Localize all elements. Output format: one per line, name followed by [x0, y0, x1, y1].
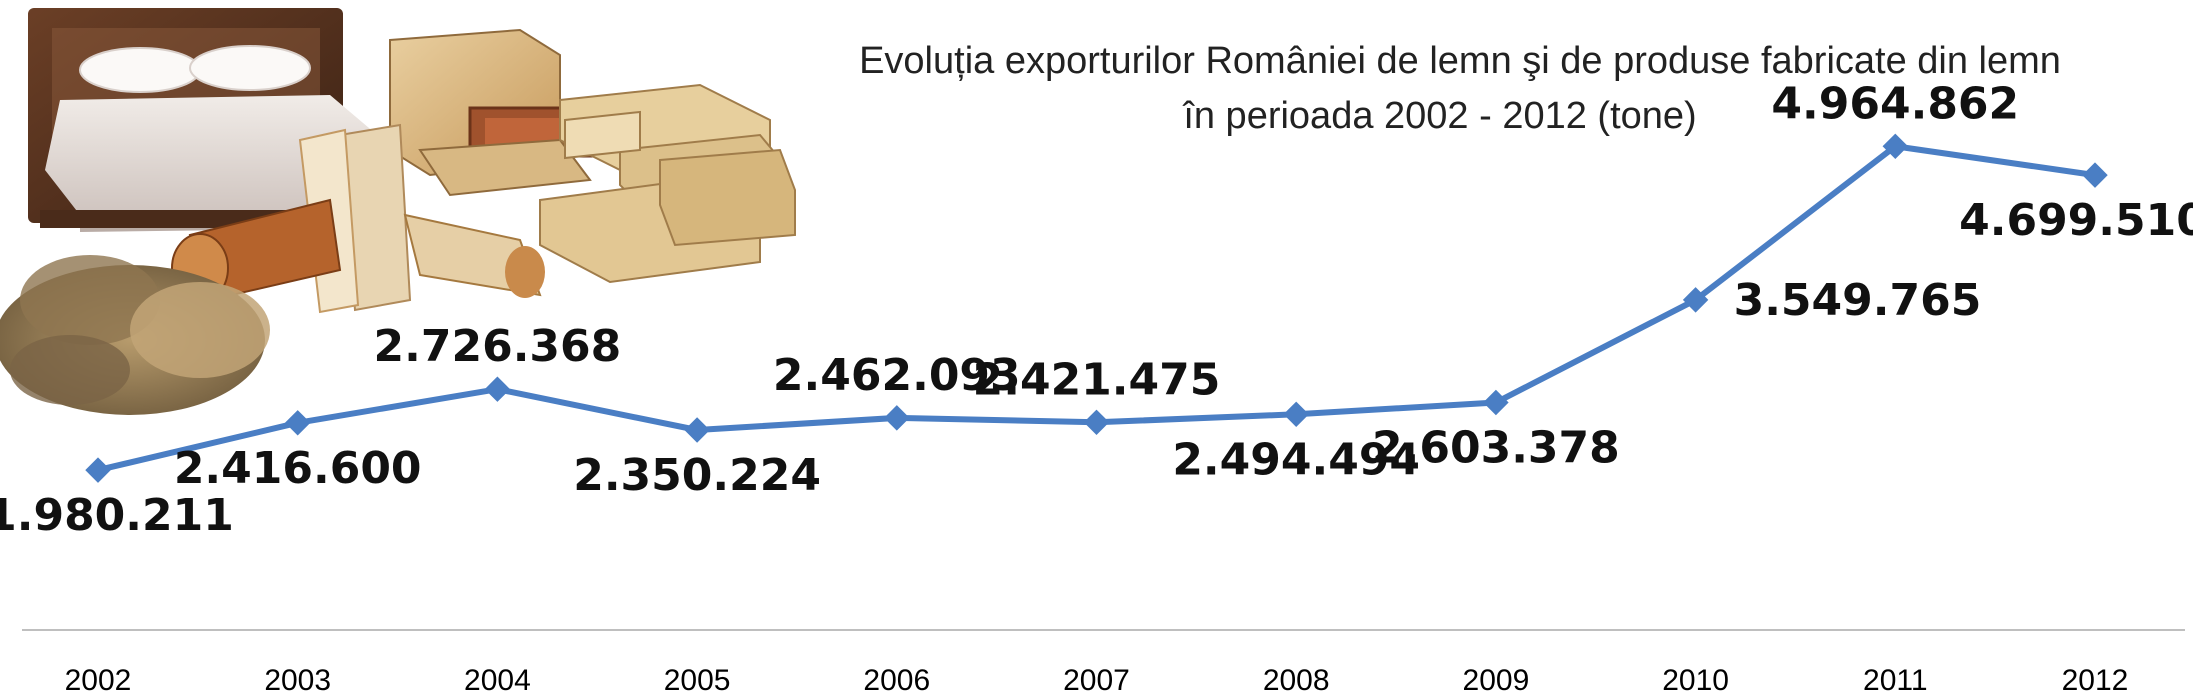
data-label: 2.603.378 [1372, 423, 1620, 474]
data-label: 4.964.862 [1771, 78, 2019, 129]
data-label: 2.494.494 [1172, 434, 1420, 485]
x-tick-label: 2004 [464, 664, 531, 697]
x-tick-label: 2011 [1863, 664, 1928, 697]
x-tick-label: 2005 [664, 664, 731, 697]
x-tick-label: 2006 [863, 664, 930, 697]
data-label: 4.699.510 [1959, 195, 2193, 246]
chart-title-line-2: în perioada 2002 - 2012 (tone) [1182, 95, 1696, 137]
x-tick-label: 2010 [1662, 664, 1729, 697]
data-label: 2.416.600 [174, 443, 422, 494]
x-tick-label: 2007 [1063, 664, 1130, 697]
data-point-marker [484, 376, 511, 402]
data-label: 2.726.368 [374, 321, 622, 372]
data-label: 2.462.093 [773, 350, 1021, 401]
data-point-marker [1283, 401, 1309, 428]
x-tick-label: 2008 [1263, 664, 1330, 697]
data-label: 2.421.475 [973, 354, 1221, 405]
data-point-marker [284, 410, 311, 436]
x-tick-label: 2002 [65, 664, 132, 697]
chart-title-line-1: Evoluția exporturilor României de lemn ş… [859, 40, 2061, 82]
x-tick-label: 2012 [2062, 664, 2129, 697]
data-point-marker [85, 457, 111, 483]
x-tick-label: 2009 [1463, 664, 1530, 697]
data-point-marker [1483, 389, 1509, 416]
data-point-marker [2082, 162, 2108, 188]
data-point-marker [684, 417, 710, 443]
x-tick-label: 2003 [264, 664, 331, 697]
data-label: 1.980.211 [0, 490, 234, 541]
data-label: 2.350.224 [573, 450, 821, 501]
data-point-marker [1083, 409, 1110, 436]
wood-products-photo-icon [0, 8, 796, 415]
data-label: 3.549.765 [1734, 275, 1982, 326]
data-point-marker [884, 405, 910, 431]
